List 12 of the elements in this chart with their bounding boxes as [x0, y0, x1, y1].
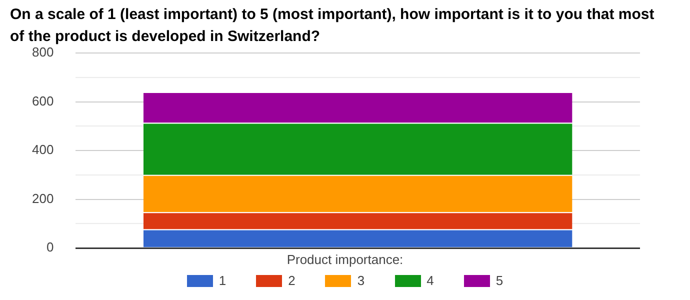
- y-tick-label: 0: [46, 240, 54, 255]
- chart-title: On a scale of 1 (least important) to 5 (most important), how important is it to you that most of the product is developed in Switzerland?: [10, 5, 656, 47]
- y-tick-label: 200: [32, 190, 54, 206]
- legend-label: 5: [496, 273, 504, 288]
- legend-label: 1: [218, 273, 226, 288]
- legend-label: 4: [426, 273, 434, 288]
- legend-label: 3: [357, 273, 365, 288]
- y-tick-label: 400: [32, 142, 54, 158]
- legend-title: Product importance:: [286, 252, 404, 267]
- legend-label: 2: [288, 273, 296, 288]
- y-tick-label: 800: [32, 44, 54, 60]
- y-tick-label: 600: [32, 93, 54, 108]
